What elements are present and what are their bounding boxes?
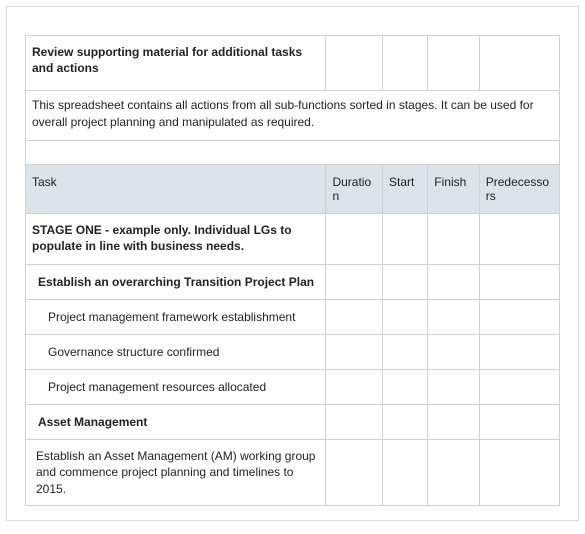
col-duration: Duration [326, 164, 383, 213]
task-cell: Establish an overarching Transition Proj… [26, 265, 326, 300]
title-row: Review supporting material for additiona… [26, 36, 560, 91]
empty-cell [479, 405, 559, 440]
empty-cell [326, 300, 383, 335]
empty-cell [383, 335, 428, 370]
task-cell: Project management framework establishme… [26, 300, 326, 335]
empty-cell [479, 36, 559, 91]
task-cell: Project management resources allocated [26, 370, 326, 405]
document-frame: Review supporting material for additiona… [6, 6, 579, 521]
table-row: Governance structure confirmed [26, 335, 560, 370]
task-cell: Asset Management [26, 405, 326, 440]
empty-cell [326, 405, 383, 440]
table-row: Project management resources allocated [26, 370, 560, 405]
empty-cell [383, 405, 428, 440]
empty-cell [428, 370, 479, 405]
empty-cell [479, 370, 559, 405]
empty-cell [479, 265, 559, 300]
empty-cell [479, 213, 559, 264]
empty-cell [428, 265, 479, 300]
empty-cell [479, 335, 559, 370]
empty-cell [428, 36, 479, 91]
empty-cell [479, 440, 559, 506]
blank-row [26, 140, 560, 164]
empty-cell [326, 440, 383, 506]
col-finish: Finish [428, 164, 479, 213]
empty-cell [326, 213, 383, 264]
table-row: Asset Management [26, 405, 560, 440]
title-cell: Review supporting material for additiona… [26, 36, 326, 91]
empty-cell [383, 265, 428, 300]
empty-cell [383, 370, 428, 405]
col-predecessors: Predecessors [479, 164, 559, 213]
description-row: This spreadsheet contains all actions fr… [26, 91, 560, 140]
project-table: Review supporting material for additiona… [25, 35, 560, 506]
empty-cell [428, 440, 479, 506]
empty-cell [383, 36, 428, 91]
empty-cell [26, 140, 560, 164]
table-row: Project management framework establishme… [26, 300, 560, 335]
empty-cell [428, 335, 479, 370]
empty-cell [428, 213, 479, 264]
description-cell: This spreadsheet contains all actions fr… [26, 91, 560, 140]
header-row: Task Duration Start Finish Predecessors [26, 164, 560, 213]
table-row: STAGE ONE - example only. Individual LGs… [26, 213, 560, 264]
table-row: Establish an overarching Transition Proj… [26, 265, 560, 300]
empty-cell [428, 405, 479, 440]
empty-cell [326, 370, 383, 405]
empty-cell [326, 265, 383, 300]
empty-cell [326, 335, 383, 370]
col-task: Task [26, 164, 326, 213]
empty-cell [479, 300, 559, 335]
col-start: Start [383, 164, 428, 213]
task-cell: Governance structure confirmed [26, 335, 326, 370]
stage-cell: STAGE ONE - example only. Individual LGs… [26, 213, 326, 264]
empty-cell [383, 300, 428, 335]
empty-cell [383, 440, 428, 506]
task-cell: Establish an Asset Management (AM) worki… [26, 440, 326, 506]
empty-cell [326, 36, 383, 91]
empty-cell [428, 300, 479, 335]
table-row: Establish an Asset Management (AM) worki… [26, 440, 560, 506]
empty-cell [383, 213, 428, 264]
